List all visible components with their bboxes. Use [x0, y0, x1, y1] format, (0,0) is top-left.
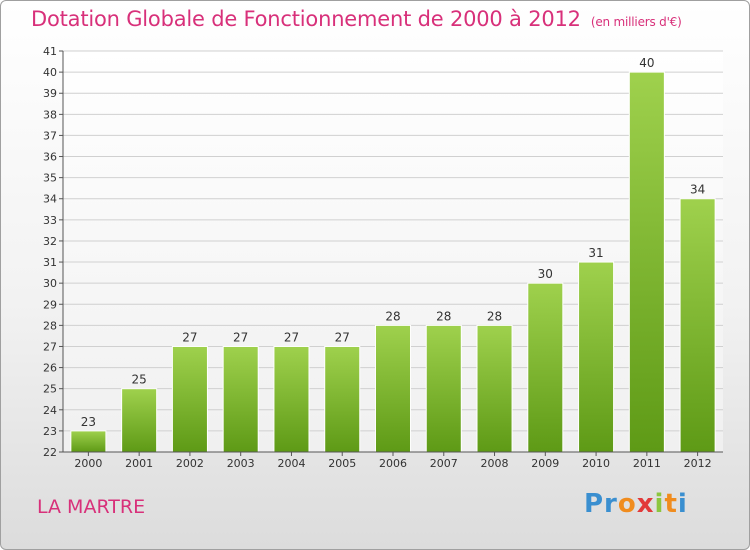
y-axis: 22 23 24 25 26 27 28 29 30 31 32 33 34 35 36 37 38 39 40 41 — [43, 45, 64, 459]
y-tick-label: 23 — [43, 425, 57, 438]
data-label-2011: 40 — [639, 56, 654, 70]
x-tick-label-2010: 2010 — [582, 457, 610, 470]
x-tick-label-2011: 2011 — [633, 457, 661, 470]
x-axis: 2000 2001 2002 2003 2004 2005 2006 2007 2008 2009… — [63, 451, 723, 470]
x-tick-label-2005: 2005 — [328, 457, 356, 470]
y-tick-label: 29 — [43, 298, 57, 311]
data-label-2008: 28 — [487, 309, 502, 323]
data-label-2010: 31 — [588, 246, 603, 260]
bar-2009 — [527, 282, 564, 453]
bar-2004 — [273, 345, 310, 453]
y-tick-label: 36 — [43, 151, 57, 164]
data-label-2001: 25 — [132, 373, 147, 387]
proxiti-logo: Proxiti — [584, 489, 688, 519]
y-tick-label: 40 — [43, 66, 57, 79]
y-tick-label: 38 — [43, 108, 57, 121]
bar-2002 — [171, 345, 208, 453]
y-tick-label: 22 — [43, 446, 57, 459]
x-tick-label-2012: 2012 — [684, 457, 712, 470]
y-tick-label: 30 — [43, 277, 57, 290]
bars: 23 25 27 27 27 27 28 28 28 30 31 40 34 — [70, 56, 716, 453]
x-tick-label-2001: 2001 — [125, 457, 153, 470]
chart-title: Dotation Globale de Fonctionnement de 20… — [31, 7, 682, 31]
y-tick-label: 41 — [43, 45, 57, 58]
x-tick-label-2008: 2008 — [481, 457, 509, 470]
x-tick-label-2002: 2002 — [176, 457, 204, 470]
data-label-2005: 27 — [335, 330, 350, 344]
data-label-2002: 27 — [182, 330, 197, 344]
y-tick-label: 33 — [43, 214, 57, 227]
y-tick-label: 34 — [43, 193, 57, 206]
bar-2000 — [70, 430, 107, 453]
bar-2005 — [324, 345, 361, 453]
bar-2001 — [121, 388, 158, 453]
bar-2008 — [476, 324, 513, 453]
y-tick-label: 27 — [43, 340, 57, 353]
data-label-2009: 30 — [538, 267, 553, 281]
data-label-2007: 28 — [436, 309, 451, 323]
x-tick-label-2003: 2003 — [227, 457, 255, 470]
commune-name: LA MARTRE — [37, 496, 146, 518]
chart-title-text: Dotation Globale de Fonctionnement de 20… — [31, 7, 581, 31]
bar-2010 — [578, 261, 615, 453]
bar-2012 — [679, 198, 716, 453]
x-tick-label-2007: 2007 — [430, 457, 458, 470]
bar-2006 — [374, 324, 412, 453]
y-tick-label: 24 — [43, 404, 57, 417]
y-tick-label: 35 — [43, 172, 57, 185]
chart-subtitle: (en milliers d'€) — [590, 15, 682, 29]
x-tick-label-2004: 2004 — [277, 457, 305, 470]
y-tick-label: 25 — [43, 383, 57, 396]
y-tick-label: 31 — [43, 256, 57, 269]
x-tick-label-2000: 2000 — [74, 457, 102, 470]
y-tick-label: 32 — [43, 235, 57, 248]
data-label-2004: 27 — [284, 330, 299, 344]
bar-2011 — [628, 71, 665, 453]
bar-chart: 22 23 24 25 26 27 28 29 30 31 32 33 34 35 36 37 38 39 40 41… — [43, 45, 723, 470]
data-label-2000: 23 — [81, 415, 96, 429]
bar-2003 — [222, 345, 259, 453]
y-tick-label: 37 — [43, 129, 57, 142]
y-tick-label: 28 — [43, 319, 57, 332]
data-label-2012: 34 — [690, 183, 705, 197]
data-label-2006: 28 — [385, 309, 400, 323]
x-tick-label-2009: 2009 — [531, 457, 559, 470]
bar-2007 — [425, 324, 462, 453]
y-tick-label: 26 — [43, 362, 57, 375]
data-label-2003: 27 — [233, 330, 248, 344]
y-tick-label: 39 — [43, 87, 57, 100]
x-tick-label-2006: 2006 — [379, 457, 407, 470]
